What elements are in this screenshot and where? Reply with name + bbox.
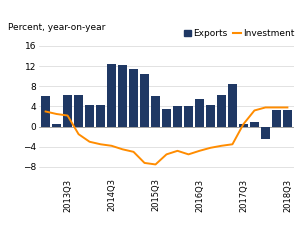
Bar bbox=[41, 96, 50, 127]
Legend: Exports, Investment: Exports, Investment bbox=[184, 29, 295, 38]
Bar bbox=[152, 96, 160, 127]
Bar bbox=[173, 106, 181, 127]
Bar bbox=[217, 95, 226, 127]
Bar bbox=[250, 122, 259, 127]
Bar bbox=[129, 69, 138, 127]
Bar bbox=[140, 74, 148, 127]
Bar bbox=[261, 127, 269, 139]
Bar bbox=[118, 65, 127, 127]
Bar bbox=[64, 95, 72, 127]
Bar bbox=[206, 105, 214, 127]
Text: Percent, year-on-year: Percent, year-on-year bbox=[8, 23, 106, 32]
Bar bbox=[239, 124, 247, 127]
Bar bbox=[184, 106, 193, 127]
Bar bbox=[162, 109, 171, 127]
Bar bbox=[85, 105, 94, 127]
Bar bbox=[52, 124, 61, 127]
Bar bbox=[74, 95, 83, 127]
Bar bbox=[107, 64, 116, 127]
Bar bbox=[228, 84, 237, 127]
Bar bbox=[283, 111, 292, 127]
Bar bbox=[272, 111, 281, 127]
Bar bbox=[96, 105, 105, 127]
Bar bbox=[195, 99, 204, 127]
